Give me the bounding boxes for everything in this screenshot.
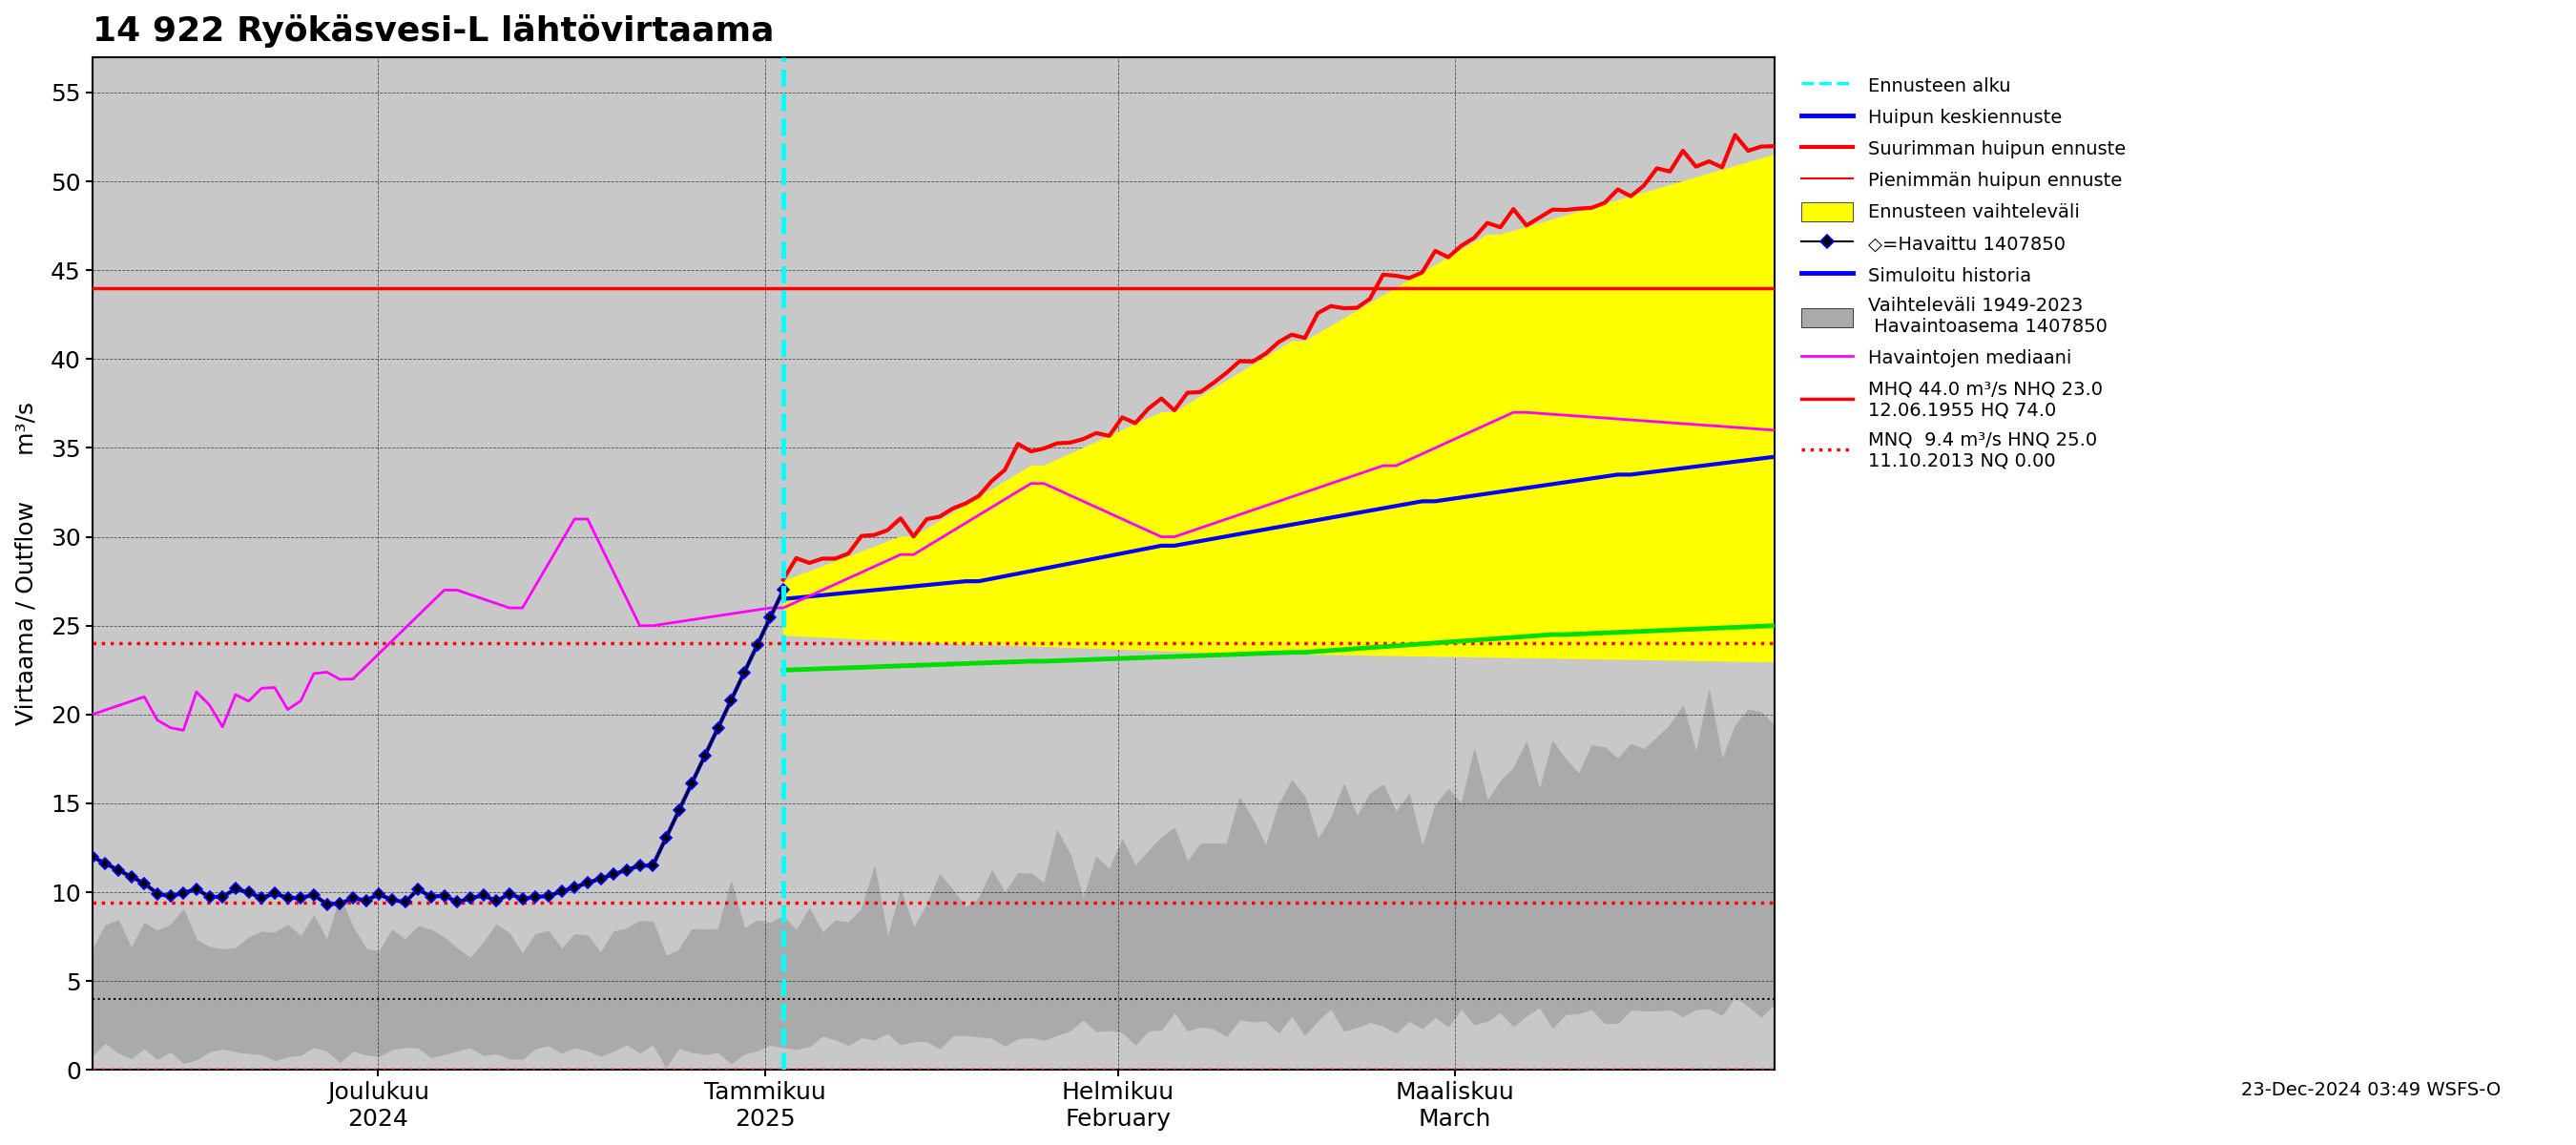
Text: 23-Dec-2024 03:49 WSFS-O: 23-Dec-2024 03:49 WSFS-O <box>2241 1081 2501 1099</box>
Y-axis label: Virtaama / Outflow      m³/s: Virtaama / Outflow m³/s <box>15 402 36 725</box>
Legend: Ennusteen alku, Huipun keskiennuste, Suurimman huipun ennuste, Pienimmän huipun : Ennusteen alku, Huipun keskiennuste, Suu… <box>1793 66 2136 480</box>
Text: 14 922 Ryökäsvesi-L lähtövirtaama: 14 922 Ryökäsvesi-L lähtövirtaama <box>93 14 773 48</box>
